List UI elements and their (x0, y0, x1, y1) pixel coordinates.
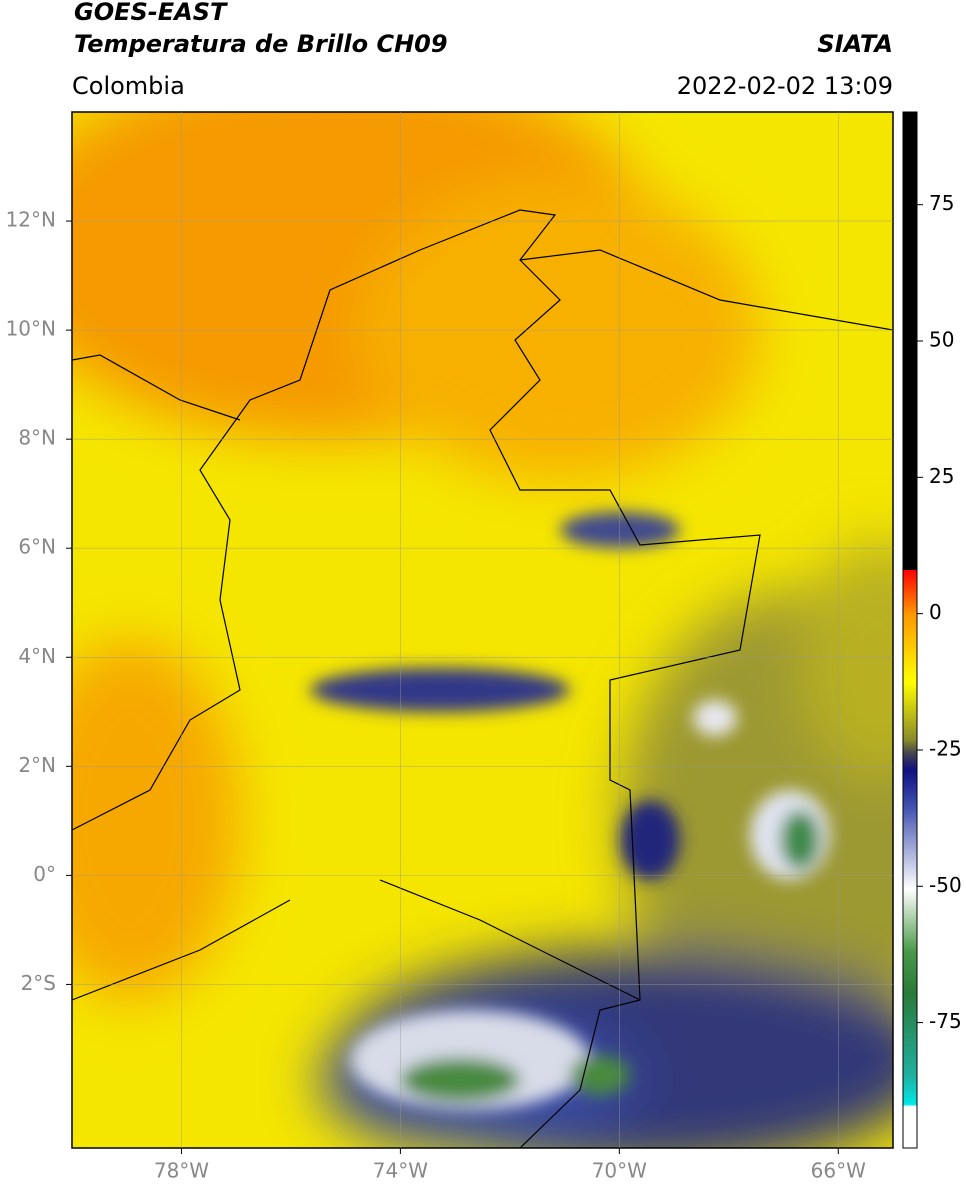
colorbar-tick-label: 75 (929, 191, 954, 215)
y-tick-label: 8°N (18, 426, 56, 450)
map-frame (71, 111, 894, 1149)
map-image (72, 112, 893, 1148)
x-tick-label: 70°W (592, 1159, 647, 1183)
x-tick-label: 74°W (373, 1159, 428, 1183)
x-tick-label: 66°W (811, 1159, 866, 1183)
x-tick-label: 78°W (154, 1159, 209, 1183)
colorbar-tick-label: -25 (929, 736, 962, 760)
y-tick-label: 2°N (18, 753, 56, 777)
colorbar-tick-label: -50 (929, 873, 962, 897)
y-tick-label: 4°N (18, 644, 56, 668)
source: SIATA (817, 30, 893, 58)
subtitle: Temperatura de Brillo CH09 (74, 30, 448, 58)
colorbar-tick-label: 25 (929, 464, 954, 488)
y-tick-label: 2°S (21, 971, 56, 995)
colorbar-tick-label: 0 (929, 600, 942, 624)
borders (72, 209, 761, 1148)
region: Colombia (72, 72, 185, 100)
colorbar-tick-label: 50 (929, 328, 954, 352)
y-tick-label: 12°N (6, 208, 56, 232)
y-tick-label: 6°N (18, 535, 56, 559)
y-tick-label: 10°N (6, 317, 56, 341)
coastline (72, 249, 893, 421)
colorbar-tick-label: -75 (929, 1009, 962, 1033)
datetime: 2022-02-02 13:09 (677, 72, 893, 100)
title: GOES-EAST (74, 0, 228, 26)
colorbar (902, 111, 918, 1149)
y-tick-label: 0° (33, 862, 56, 886)
